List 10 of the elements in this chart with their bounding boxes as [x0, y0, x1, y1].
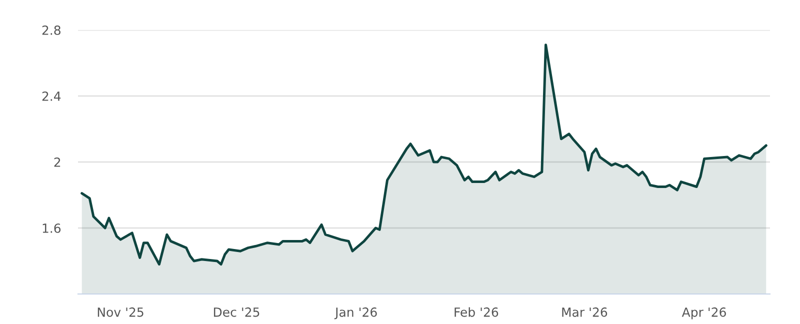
y-tick-label: 1.6: [42, 223, 61, 233]
x-tick-label: Nov '25: [98, 307, 144, 317]
x-tick-label: Feb '26: [454, 307, 498, 317]
x-tick-label: Mar '26: [562, 307, 608, 317]
y-tick-label: 2.4: [42, 91, 61, 101]
y-tick-label: 2: [54, 157, 60, 167]
x-tick-label: Apr '26: [682, 307, 726, 320]
y-tick-label: 2.8: [42, 25, 60, 35]
x-tick-label: Jan '26: [334, 307, 377, 320]
x-tick-label: Dec '25: [214, 307, 260, 317]
